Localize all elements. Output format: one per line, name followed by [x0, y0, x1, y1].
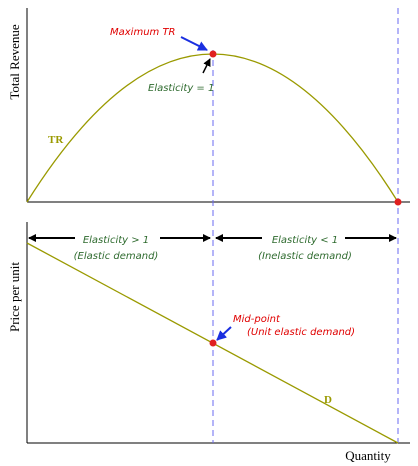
annotation: Mid-point	[233, 314, 281, 325]
elasticity-arrow	[202, 58, 211, 74]
x-axis-label: Quantity	[345, 448, 391, 463]
region-title: Elasticity < 1	[272, 235, 338, 246]
guide-lines	[212, 8, 399, 443]
region-title: Elasticity > 1	[83, 235, 149, 246]
annotation: Elasticity = 1	[148, 83, 214, 94]
max-arrow	[180, 36, 208, 51]
curve-label: TR	[48, 134, 64, 146]
annotation: (Unit elastic demand)	[247, 327, 355, 338]
curve-label: D	[324, 394, 332, 406]
y-axis-label: Total Revenue	[7, 24, 22, 99]
axes	[26, 8, 410, 444]
mid-point	[209, 339, 217, 347]
tr-curve	[26, 53, 399, 203]
annotation: Maximum TR	[110, 27, 176, 38]
region-subtitle: (Inelastic demand)	[258, 251, 352, 262]
mid-arrow	[216, 326, 232, 341]
max-point	[209, 50, 217, 58]
y-axis-label: Price per unit	[7, 262, 22, 332]
zero-point	[394, 198, 402, 206]
region-subtitle: (Elastic demand)	[74, 251, 159, 262]
